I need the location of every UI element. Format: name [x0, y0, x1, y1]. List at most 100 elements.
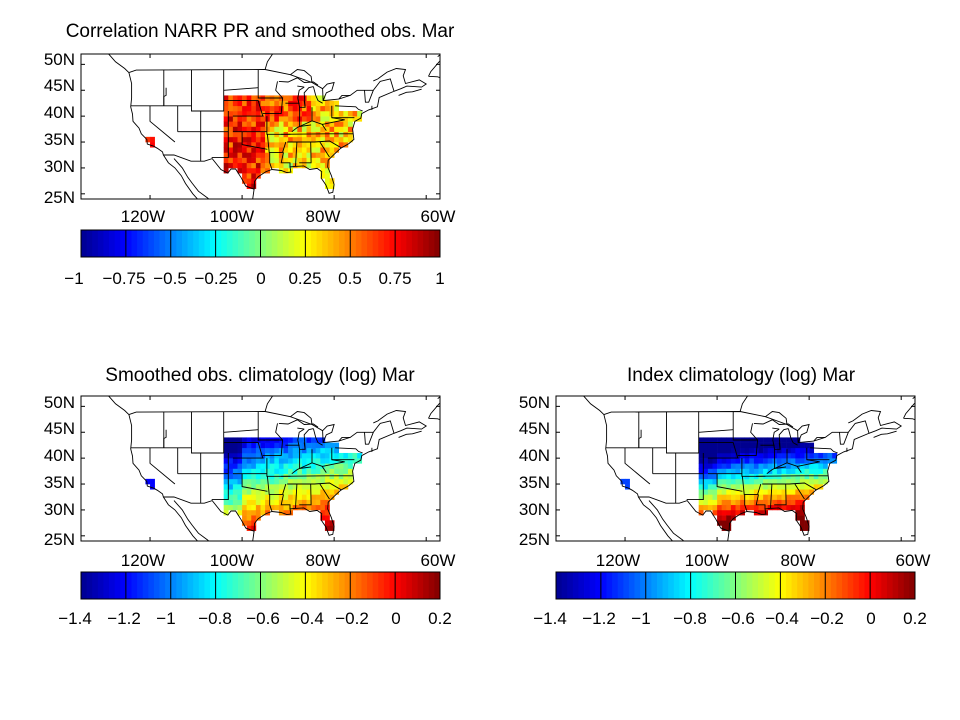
grid-cell [251, 447, 257, 454]
grid-cell [703, 447, 709, 454]
grid-cell [288, 116, 294, 122]
grid-cell [242, 126, 247, 132]
colorbar-swatch [288, 572, 295, 599]
grid-cell [320, 473, 326, 480]
grid-cell [758, 463, 764, 469]
grid-cell [776, 468, 782, 474]
grid-cell [698, 437, 704, 443]
grid-cell [242, 147, 247, 153]
grid-cell [721, 463, 727, 469]
grid-cell [228, 504, 234, 511]
grid-cell [324, 116, 330, 122]
grid-cell [297, 499, 303, 506]
grid-cell [232, 162, 238, 169]
state-boundary [716, 473, 743, 492]
state-boundary [774, 449, 787, 470]
grid-cell [269, 442, 275, 449]
colorbar-swatch [690, 572, 697, 599]
grid-cell [735, 473, 741, 480]
grid-cell [311, 136, 317, 143]
grid-cell [334, 110, 340, 117]
colorbar-swatch [623, 572, 630, 599]
state-boundary [269, 494, 273, 512]
grid-cell [790, 484, 796, 490]
grid-cell [753, 458, 759, 464]
grid-cell [274, 116, 280, 122]
grid-cell [297, 100, 303, 107]
grid-cell [311, 437, 317, 443]
state-boundary [291, 462, 323, 475]
colorbar-swatch [411, 572, 418, 599]
grid-cell [707, 473, 713, 480]
grid-cells [620, 437, 838, 531]
grid-cell [278, 142, 284, 148]
grid-cell [763, 452, 769, 459]
grid-cell [251, 494, 257, 500]
colorbar-swatch [210, 230, 217, 257]
grid-cell [786, 442, 792, 449]
grid-cell [292, 157, 298, 164]
grid-cell [237, 131, 243, 138]
lat-tick-label: 30N [519, 500, 550, 519]
grid-cell [717, 509, 722, 516]
grid-cell [223, 489, 229, 495]
grid-cell [315, 110, 321, 117]
grid-cell [265, 468, 270, 474]
grid-cell [311, 121, 317, 127]
grid-cell [274, 489, 280, 495]
grid-cell [730, 447, 736, 454]
grid-cell [311, 478, 317, 485]
grid-cell [758, 489, 764, 495]
colorbar-tick-label: 0.2 [903, 609, 927, 628]
grid-cell [301, 147, 307, 153]
grid-cell [707, 437, 713, 443]
grid-cell [772, 437, 778, 443]
grid-cell [237, 499, 243, 506]
grid-cell [703, 437, 709, 443]
colorbar-tick-label: 0.5 [338, 269, 362, 288]
axis-ticks [81, 54, 440, 199]
grid-cell [740, 468, 745, 474]
grid-cell [292, 152, 298, 158]
grid-cell [269, 136, 275, 143]
grid-cell [324, 499, 330, 506]
grid-cell [721, 499, 727, 506]
lon-tick-label: 60W [421, 207, 456, 226]
grid-cell [712, 473, 718, 480]
colorbar-swatch [282, 572, 289, 599]
grid-cell [347, 126, 353, 132]
colorbar-swatch [232, 230, 239, 257]
grid-cell [237, 463, 243, 469]
map-frame [555, 395, 916, 542]
grid-cell [255, 499, 261, 506]
grid-cell [781, 447, 787, 454]
grid-cell [822, 458, 828, 464]
longitude-axis-labels: 120W 100W 80W 60W [596, 551, 931, 570]
grid-cell [329, 152, 335, 158]
colorbar-swatch [656, 572, 663, 599]
colorbar-swatch [600, 572, 607, 599]
grid-cell [329, 458, 335, 464]
colorbar-swatch [389, 572, 396, 599]
grid-cell [772, 442, 778, 449]
colorbar-swatch [339, 572, 346, 599]
grid-cell [237, 452, 243, 459]
colorbar-swatch [243, 230, 250, 257]
grid-cell [292, 95, 298, 101]
state-boundary [275, 423, 283, 441]
state-boundary [770, 483, 773, 509]
colorbar-tick-label: 1 [435, 269, 444, 288]
grid-cell [232, 147, 238, 153]
colorbar-swatch [333, 572, 340, 599]
grid-cell [251, 178, 257, 184]
grid-cell [799, 478, 805, 485]
grid-cell [740, 463, 745, 469]
grid-cell [721, 452, 727, 459]
grid-cell [232, 131, 238, 138]
grid-cell [338, 136, 344, 143]
grid-cell [251, 525, 257, 531]
grid-cell [292, 494, 298, 500]
grid-cell [786, 447, 792, 454]
grid-cell [232, 447, 238, 454]
colorbar-swatch [193, 230, 200, 257]
